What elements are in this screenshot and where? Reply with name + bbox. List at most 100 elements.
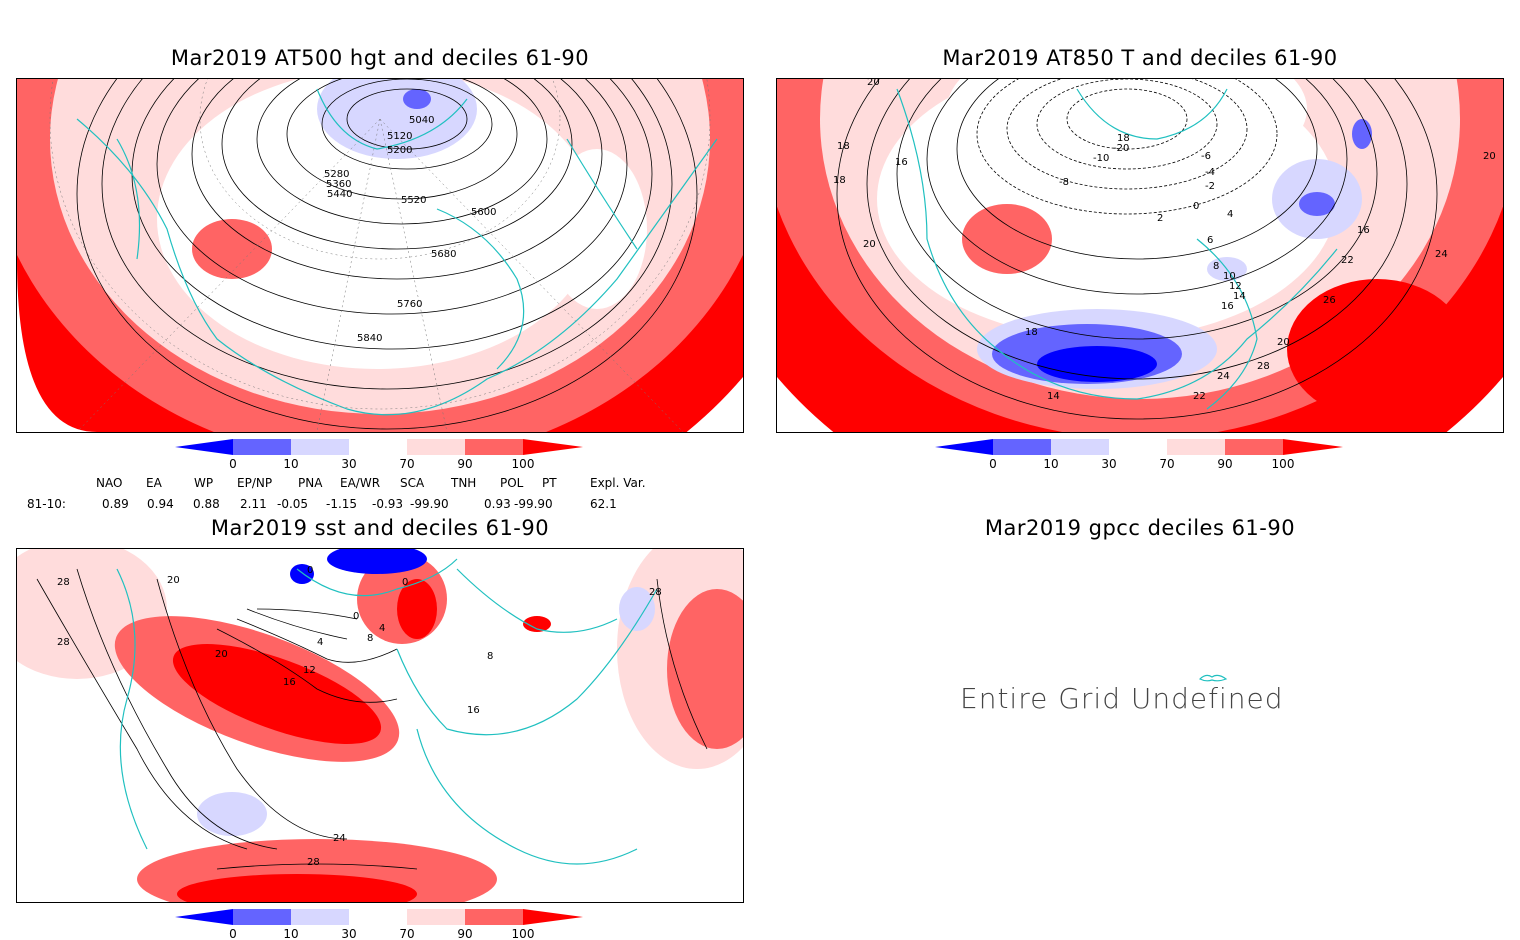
contour-label: 0 xyxy=(353,611,359,622)
colorbar-swatch xyxy=(233,909,291,925)
stat-value: 0.94 xyxy=(147,497,174,511)
contour-label: 5440 xyxy=(327,189,352,200)
contour-label: 20 xyxy=(167,575,180,586)
contour-label: 20 xyxy=(215,649,228,660)
contour-label: 14 xyxy=(1047,391,1060,402)
colorbar-swatch xyxy=(465,909,523,925)
colorbar-tick: 90 xyxy=(457,927,472,940)
colorbar-tick: 0 xyxy=(989,457,997,471)
contour-label: 22 xyxy=(1193,391,1206,402)
colorbar-swatch xyxy=(1225,439,1283,455)
contour-label: 5600 xyxy=(471,207,496,218)
contour-label: 22 xyxy=(1341,255,1354,266)
colorbar-swatch xyxy=(523,909,583,925)
colorbar-tick: 90 xyxy=(1217,457,1232,471)
colorbar-swatch xyxy=(1167,439,1225,455)
contour-label: 5040 xyxy=(409,115,434,126)
contour-label: 18 xyxy=(1025,327,1038,338)
colorbar-tick: 30 xyxy=(341,927,356,940)
contour-label: 14 xyxy=(1233,291,1246,302)
contour-labels-sst: 28 20 28 0 0 0 4 8 20 12 16 16 24 28 28 … xyxy=(57,565,662,868)
contour-label: 28 xyxy=(307,857,320,868)
stat-value: 0.93 xyxy=(484,497,511,511)
contour-labels-hgt500: 5040 5120 5200 5280 5360 5440 5520 5600 … xyxy=(324,115,496,344)
colorbar-t850: 0 10 30 70 90 100 xyxy=(935,437,1355,477)
colorbar-swatch xyxy=(1051,439,1109,455)
colorbar-swatch xyxy=(1283,439,1343,455)
contour-label: 20 xyxy=(863,239,876,250)
colorbar-swatch xyxy=(349,909,407,925)
colorbar-tick: 10 xyxy=(1043,457,1058,471)
stat-header: EA xyxy=(146,476,162,490)
colorbar-hgt500: 0 10 30 70 90 100 xyxy=(175,437,595,477)
contour-label: 16 xyxy=(895,157,908,168)
contour-label: 4 xyxy=(317,637,323,648)
contour-label: 18 xyxy=(837,141,850,152)
contour-label: 6 xyxy=(1207,235,1213,246)
contour-label: 5120 xyxy=(387,131,412,142)
colorbar-swatch xyxy=(1109,439,1167,455)
contour-label: 24 xyxy=(333,833,346,844)
map-sst: 28 20 28 0 0 0 4 8 20 12 16 16 24 28 28 … xyxy=(16,548,744,903)
stat-value: 0.88 xyxy=(193,497,220,511)
stat-header: WP xyxy=(194,476,214,490)
contour-label: 16 xyxy=(1221,301,1234,312)
colorbar-swatch xyxy=(175,439,233,455)
contour-label: 16 xyxy=(1357,225,1370,236)
contour-label: 5520 xyxy=(401,195,426,206)
contour-label: 26 xyxy=(1323,295,1336,306)
stat-value: 2.11 xyxy=(240,497,267,511)
stat-value: -0.05 xyxy=(277,497,309,511)
contour-label: 0 xyxy=(402,577,408,588)
colorbar-tick: 70 xyxy=(399,457,414,471)
stat-header: EP/NP xyxy=(237,476,273,490)
colorbar-tick: 0 xyxy=(229,927,237,940)
contour-label: 2 xyxy=(1157,213,1163,224)
colorbar-swatch xyxy=(175,909,233,925)
colorbar-tick: 90 xyxy=(457,457,472,471)
map-t850: 20 18 16 18 20 -10 -8 -6 -4 -2 0 2 4 6 8… xyxy=(776,78,1504,433)
colorbar-sst: 0 10 30 70 90 100 xyxy=(175,907,595,940)
contour-label: 28 xyxy=(649,587,662,598)
stat-header: SCA xyxy=(400,476,425,490)
contour-label: 28 xyxy=(57,637,70,648)
contour-label: 5680 xyxy=(431,249,456,260)
contour-label: 28 xyxy=(1257,361,1270,372)
colorbar-swatch xyxy=(233,439,291,455)
colorbar-tick: 100 xyxy=(1272,457,1295,471)
contour-label: 10 xyxy=(1223,271,1236,282)
colorbar-swatch xyxy=(407,909,465,925)
contour-label: 20 xyxy=(867,79,880,88)
contour-label: 24 xyxy=(1217,371,1230,382)
contour-label: 18 xyxy=(833,175,846,186)
stat-header: Expl. Var. xyxy=(590,476,646,490)
colorbar-tick: 0 xyxy=(229,457,237,471)
contour-label: 28 xyxy=(57,577,70,588)
colorbar-tick: 10 xyxy=(283,927,298,940)
contour-label: 16 xyxy=(467,705,480,716)
stat-value: -99.90 xyxy=(410,497,449,511)
stat-row-label: 81-10: xyxy=(27,497,66,511)
contour-label: 16 xyxy=(283,677,296,688)
stat-header: PNA xyxy=(298,476,323,490)
stat-header: POL xyxy=(500,476,524,490)
gpcc-island-glyph xyxy=(1198,668,1228,682)
colorbar-tick: 100 xyxy=(512,927,535,940)
contour-label: 0 xyxy=(1193,201,1199,212)
colorbar-swatch xyxy=(291,909,349,925)
stat-value: -99.90 xyxy=(514,497,553,511)
teleconnection-stats: NAO EA WP EP/NP PNA EA/WR SCA TNH POL PT… xyxy=(0,474,760,514)
gpcc-undefined-message: Entire Grid Undefined xyxy=(960,682,1284,715)
stat-header: NAO xyxy=(96,476,123,490)
contour-label: -20 xyxy=(1113,143,1129,154)
contour-label: 8 xyxy=(1213,261,1219,272)
colorbar-tick: 30 xyxy=(341,457,356,471)
stat-value: 0.89 xyxy=(102,497,129,511)
contour-label: -8 xyxy=(1059,177,1069,188)
stat-header: TNH xyxy=(451,476,477,490)
colorbar-swatch xyxy=(291,439,349,455)
contour-label: 12 xyxy=(303,665,316,676)
contour-label: -10 xyxy=(1093,153,1109,164)
contour-label: 0 xyxy=(307,565,313,576)
stat-value: -0.93 xyxy=(372,497,404,511)
